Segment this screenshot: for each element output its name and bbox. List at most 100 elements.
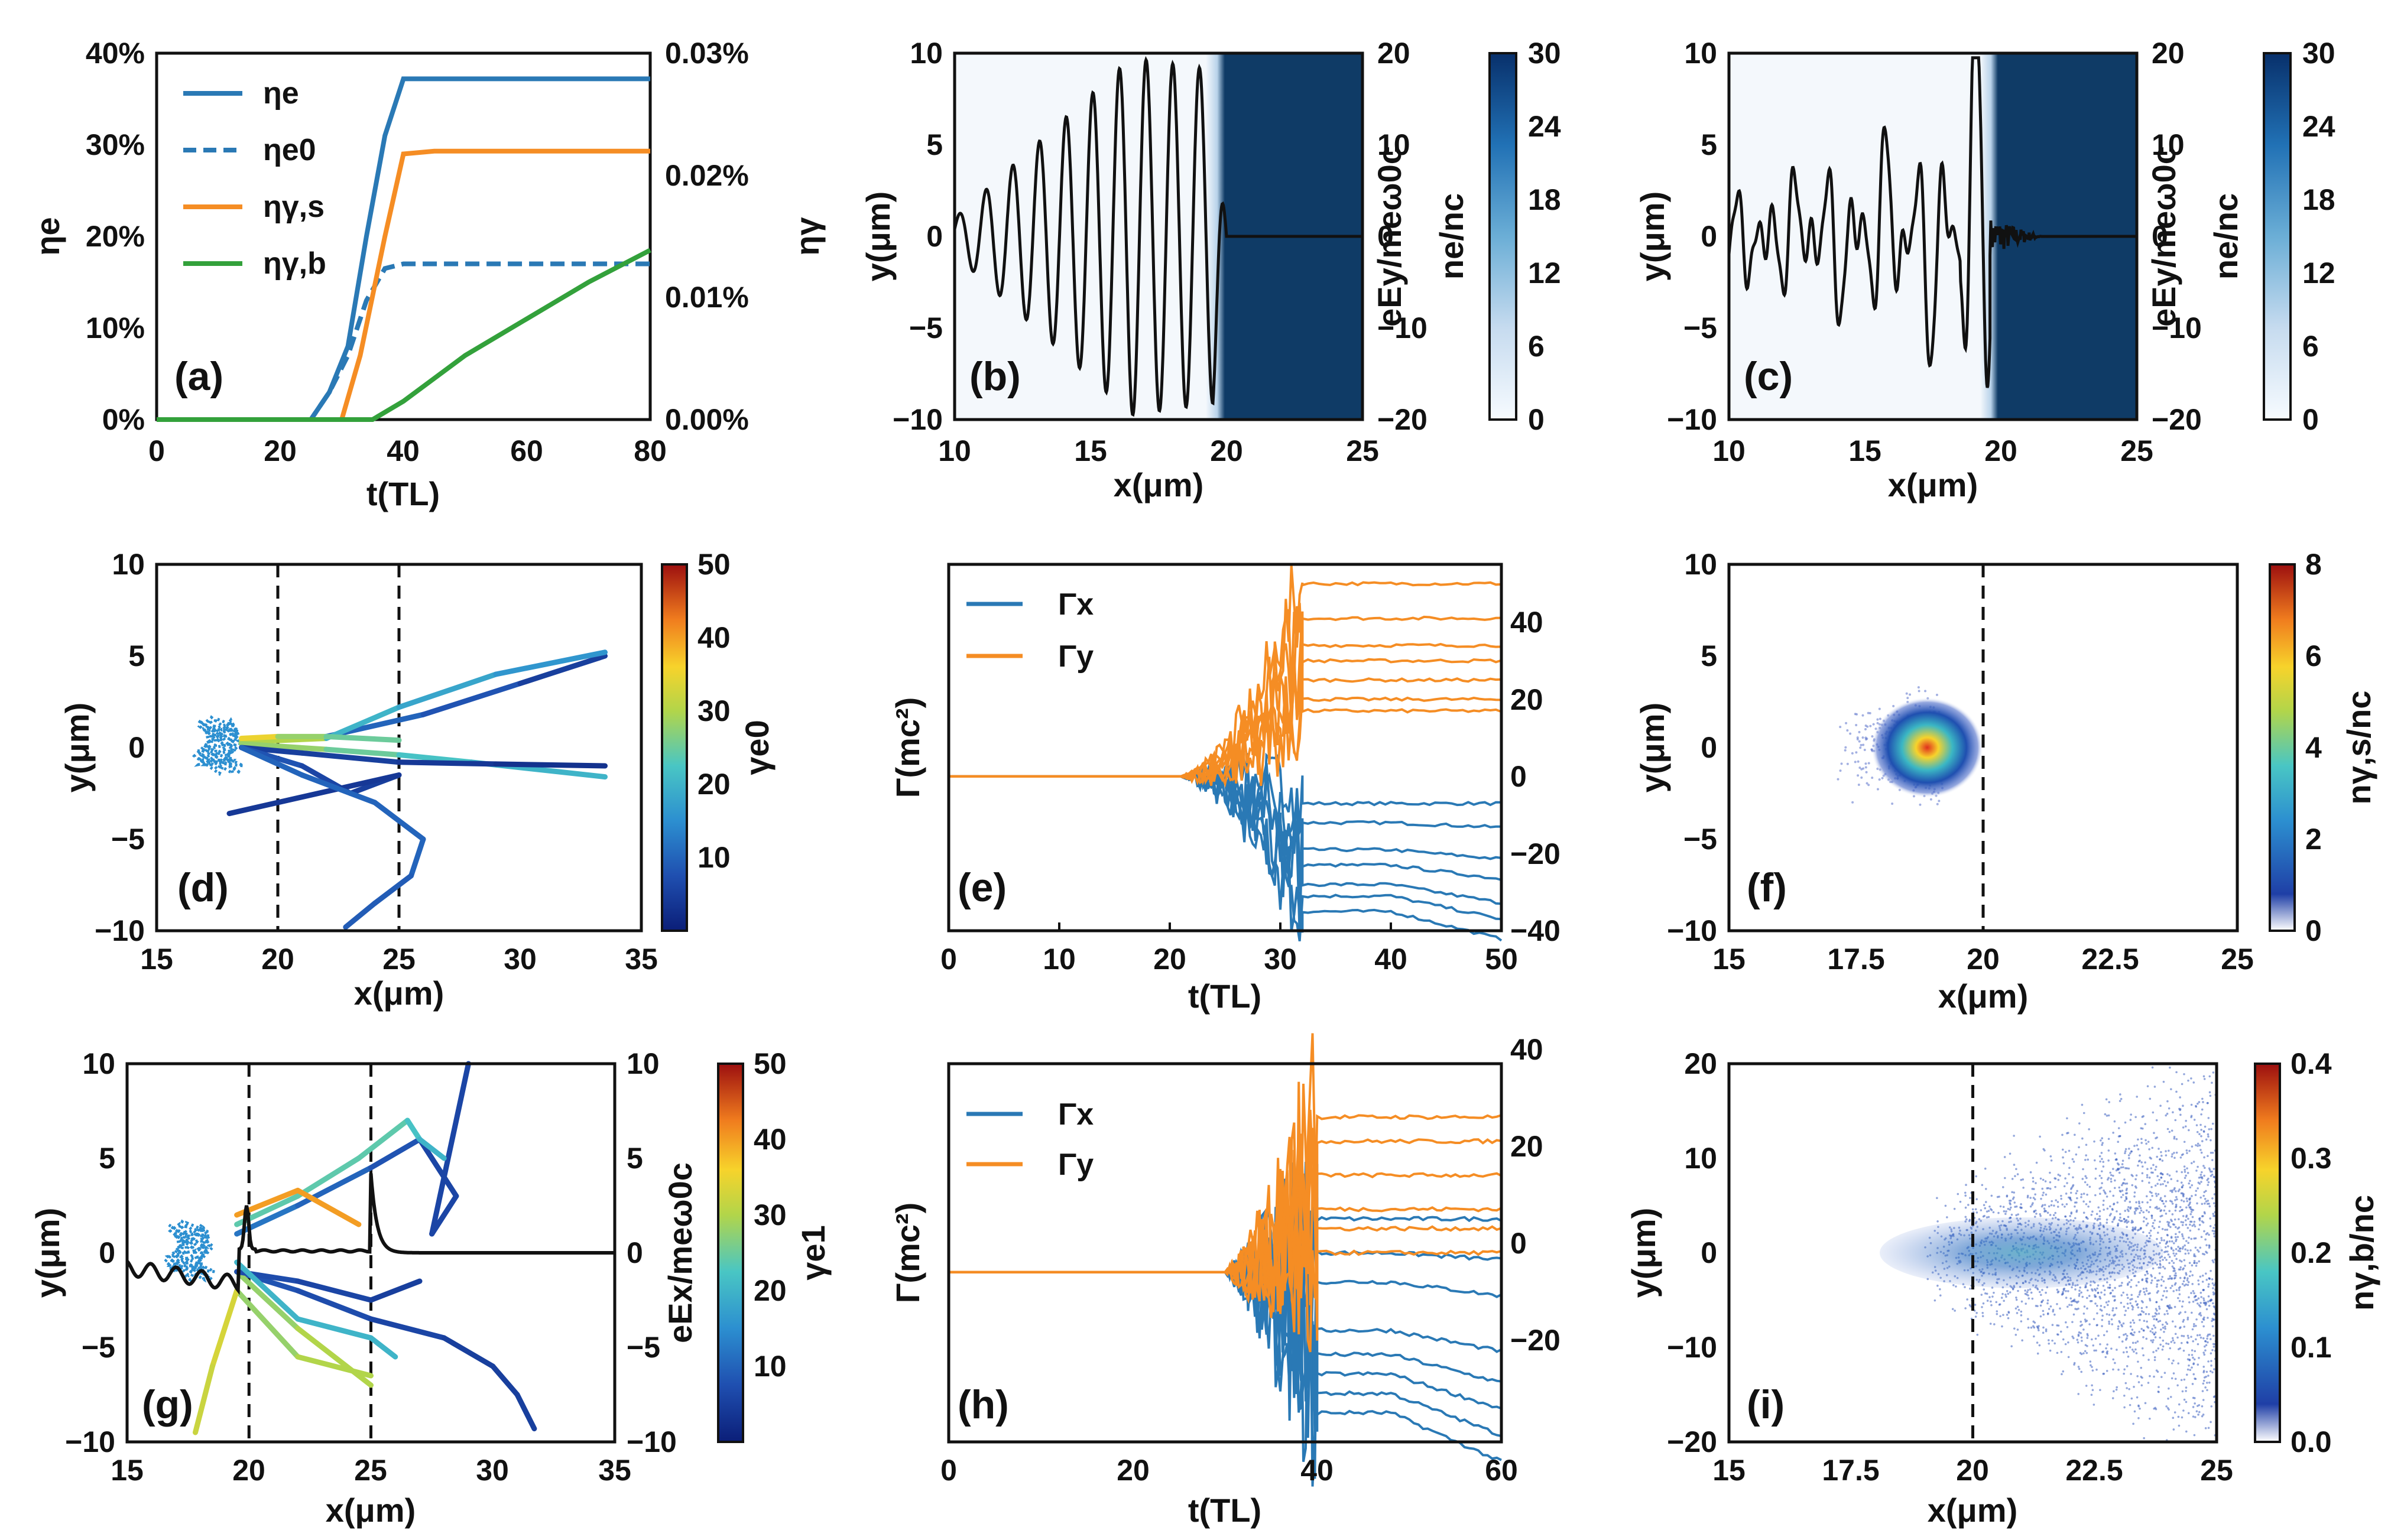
photon-point: [2189, 1229, 2192, 1232]
y2-tick-label: −10: [1377, 311, 1428, 345]
photon-point: [2090, 1393, 2093, 1396]
y2-tick-label: −10: [2152, 311, 2202, 345]
photon-point: [2101, 1142, 2104, 1144]
photon-point: [2173, 1284, 2176, 1286]
photon-point: [2206, 1337, 2208, 1340]
photon-point: [2146, 1174, 2149, 1177]
photon-point: [2054, 1185, 2056, 1188]
photon-point: [2002, 1314, 2004, 1316]
photon-point: [2015, 1205, 2018, 1208]
photon-point: [2159, 1198, 2162, 1201]
photon-point: [2161, 1348, 2164, 1351]
photon-point: [2105, 1347, 2107, 1350]
y2-axis-label: eEy/meω0c: [2145, 146, 2182, 327]
photon-point: [2174, 1325, 2177, 1328]
photon-point: [2163, 1180, 2166, 1182]
photon-point: [2049, 1305, 2052, 1308]
photon-point: [1966, 1298, 1968, 1301]
photon-point: [2207, 1184, 2210, 1186]
y-tick-label: 10%: [86, 311, 145, 345]
photon-point: [1982, 1302, 1985, 1305]
colorbar-tick-label: 40: [697, 621, 731, 654]
photon-point: [1981, 1184, 1984, 1187]
photon-point: [2034, 1216, 2036, 1218]
photon-point: [2084, 1350, 2087, 1353]
photon-point: [2036, 1326, 2039, 1329]
photon-point: [2165, 1296, 2168, 1299]
photon-point: [2120, 1294, 2123, 1297]
photon-point: [2153, 1132, 2155, 1134]
colorbar-tick-label: 40: [754, 1123, 787, 1156]
photon-point: [2062, 1156, 2064, 1159]
photon-point: [2056, 1201, 2059, 1203]
photon-point: [2033, 1321, 2036, 1324]
photon-point: [2204, 1349, 2207, 1351]
photon-point: [2091, 1389, 2094, 1391]
colorbar: [2254, 1063, 2281, 1443]
photon-point: [2211, 1325, 2214, 1328]
photon-point: [2137, 1229, 2140, 1231]
photon-point: [1840, 762, 1843, 765]
colorbar-tick-label: 50: [754, 1047, 787, 1080]
photon-point: [2127, 1154, 2130, 1156]
photon-point: [2156, 1237, 2158, 1240]
photon-point: [2195, 1169, 2198, 1172]
photon-point: [2015, 1214, 2017, 1217]
y-axis-label: y(μm): [859, 191, 897, 282]
photon-point: [1855, 724, 1858, 727]
photon-point: [2117, 1127, 2120, 1129]
photon-point: [2192, 1363, 2195, 1366]
photon-point: [2031, 1203, 2033, 1206]
photon-point: [2157, 1193, 2160, 1195]
trajectory-segment: [239, 733, 281, 741]
photon-point: [2202, 1289, 2205, 1291]
photon-point: [2020, 1178, 2023, 1181]
photon-point: [2064, 1343, 2067, 1346]
photon-point: [2185, 1197, 2188, 1200]
x-tick-label: 15: [1712, 943, 1746, 976]
photon-point: [2153, 1227, 2156, 1230]
photon-point: [2213, 1235, 2216, 1237]
photon-point: [2168, 1387, 2170, 1390]
x-tick-labels: 15 20 25 30 35: [140, 943, 658, 976]
photon-point: [2156, 1182, 2159, 1185]
photon-point: [2122, 1182, 2125, 1184]
photon-point: [2117, 1167, 2119, 1170]
photon-point: [2210, 1139, 2212, 1142]
photon-point: [2144, 1273, 2146, 1276]
photon-point: [2072, 1176, 2074, 1179]
photon-point: [2094, 1337, 2097, 1340]
photon-point: [2009, 1202, 2011, 1204]
photon-point: [1953, 1207, 1956, 1210]
trajectory-segment: [295, 1288, 374, 1322]
colorbar-tick-label: 20: [754, 1274, 787, 1307]
photon-point: [2209, 1299, 2212, 1302]
photon-point: [2208, 1304, 2211, 1307]
photon-point: [2145, 1195, 2148, 1198]
photon-point: [2116, 1349, 2118, 1351]
photon-point: [2142, 1354, 2145, 1357]
photon-point: [2212, 1202, 2215, 1204]
photon-point: [2124, 1148, 2127, 1151]
photon-point: [2175, 1226, 2177, 1229]
photon-point: [2186, 1279, 2189, 1282]
photon-point: [2049, 1171, 2051, 1174]
photon-point: [2176, 1236, 2179, 1239]
photon-point: [2149, 1156, 2152, 1159]
gamma-line-Γy: [949, 1128, 1502, 1333]
photon-point: [1990, 1194, 1993, 1197]
gamma-line-Γy: [949, 603, 1502, 778]
photon-point: [1857, 760, 1860, 763]
photon-point: [2199, 1196, 2202, 1199]
x-tick-label: 20: [264, 434, 297, 467]
photon-point: [2179, 1247, 2182, 1250]
photon-point: [2159, 1320, 2162, 1323]
photon-point: [2134, 1116, 2137, 1119]
photon-point: [2179, 1113, 2182, 1116]
photon-point: [2140, 1327, 2143, 1330]
photon-point: [2026, 1291, 2029, 1294]
gamma-line-Γy: [949, 1081, 1502, 1296]
photon-point: [2072, 1313, 2075, 1316]
photon-point: [2190, 1210, 2193, 1213]
photon-point: [2084, 1181, 2087, 1184]
